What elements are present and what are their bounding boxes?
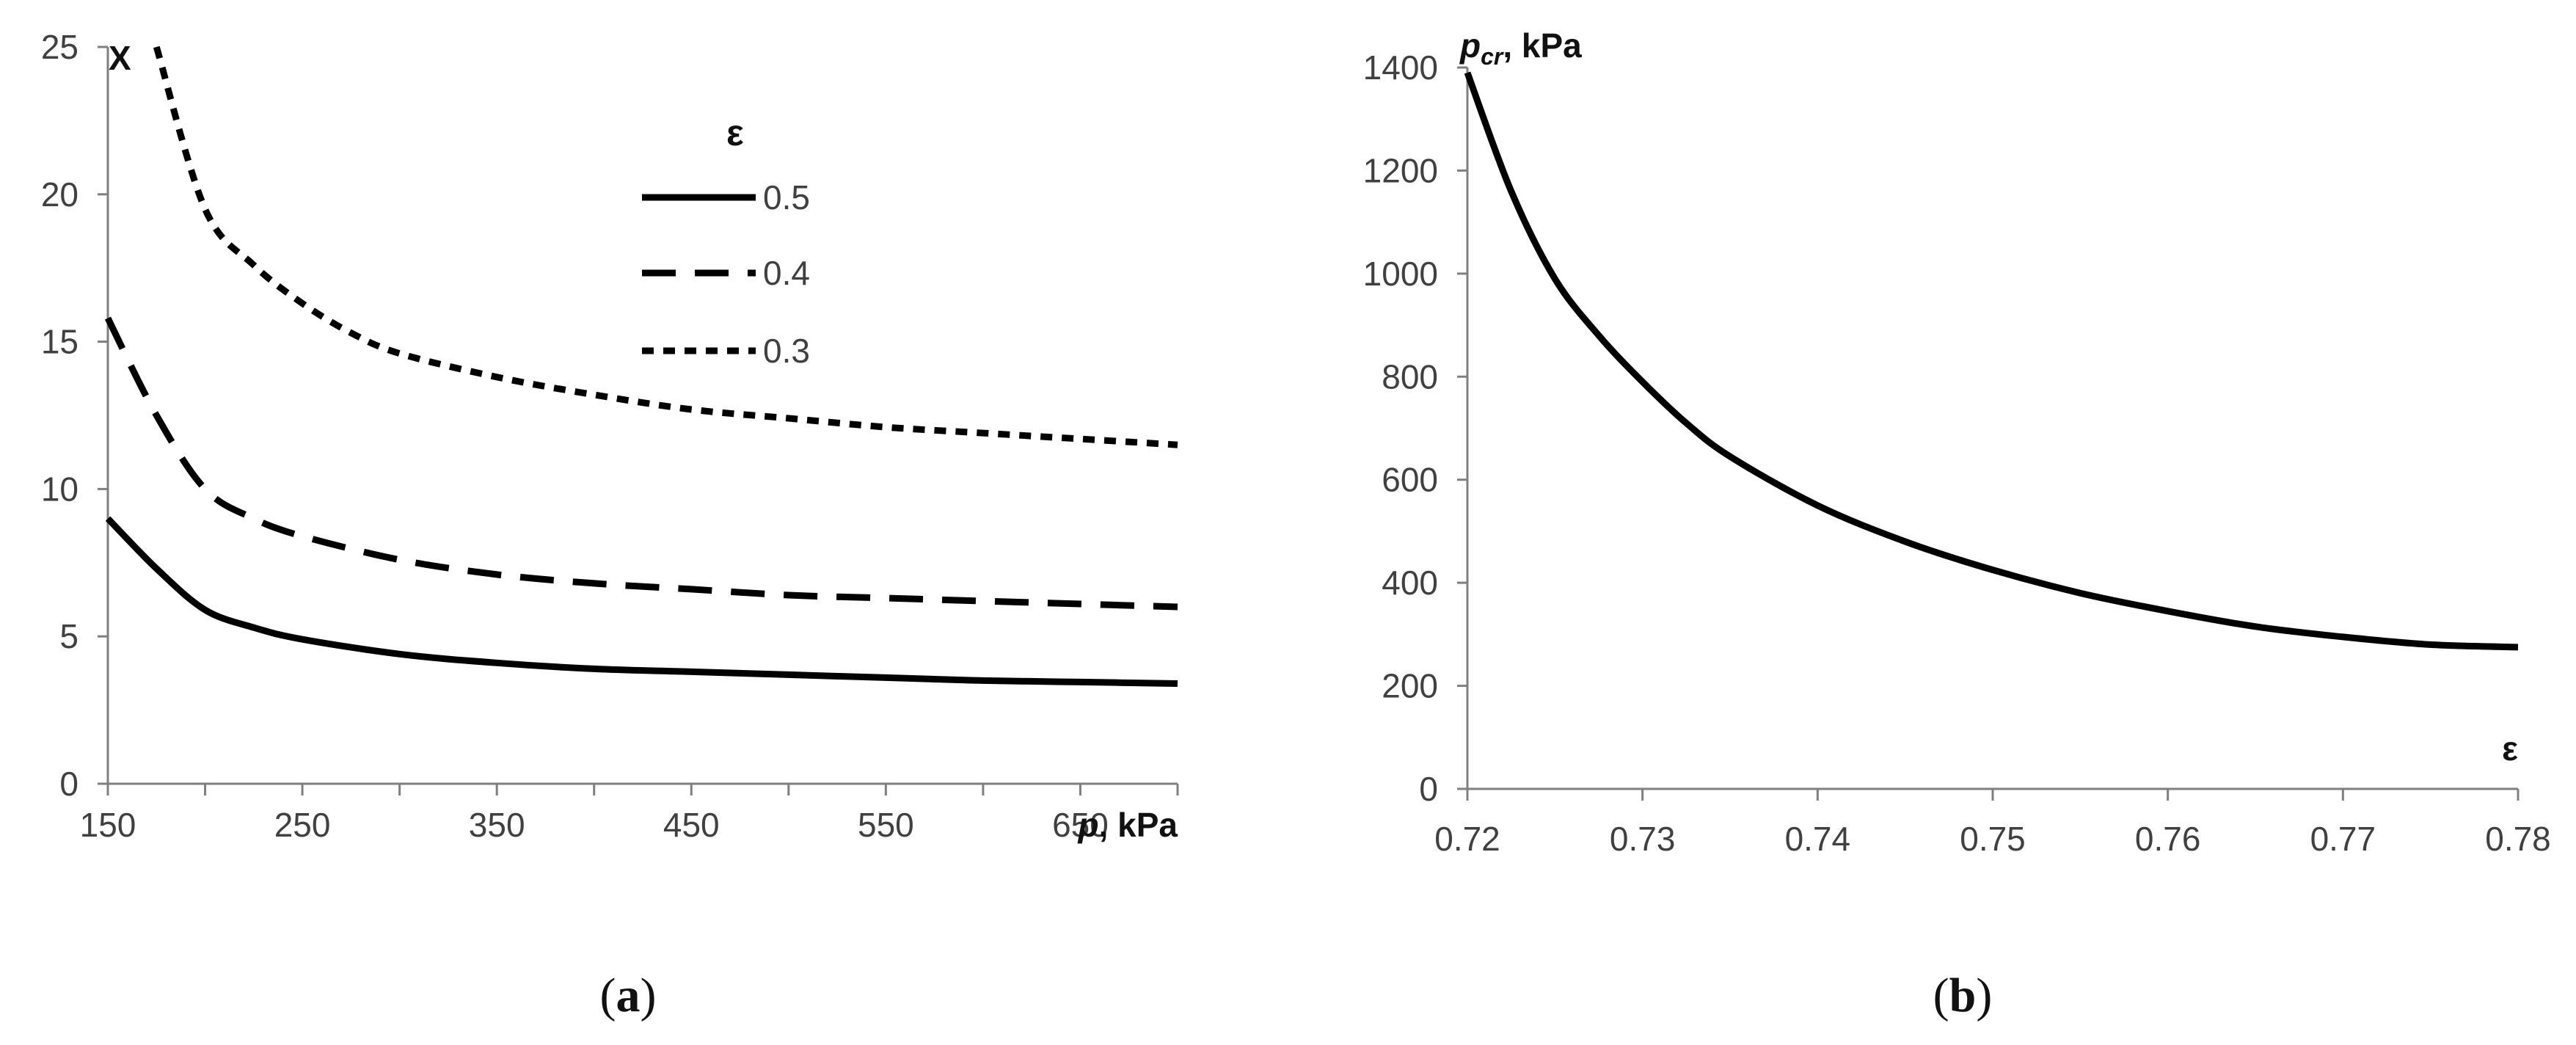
y-tick-label: 1400: [1363, 48, 1438, 87]
x-tick-label: 0.77: [2310, 820, 2376, 858]
y-axis-label-variable: p: [1459, 26, 1481, 65]
x-tick-label: 0.72: [1434, 820, 1500, 858]
y-tick-label: 5: [59, 617, 79, 655]
panel-label-b: (b): [1933, 969, 1993, 1022]
x-tick-label: 350: [469, 806, 525, 844]
y-tick-label: 200: [1382, 667, 1438, 705]
x-tick-label: 0.73: [1610, 820, 1676, 858]
x-axis-label: p, kPa: [1076, 806, 1178, 844]
x-axis-label-variable: p: [1076, 806, 1098, 844]
legend-entry-label: 0.3: [763, 332, 810, 370]
panel-label-close: ): [1976, 969, 1992, 1022]
panel-label-close: ): [641, 969, 657, 1022]
panel-label-letter: a: [616, 969, 641, 1022]
y-tick-label: 600: [1382, 461, 1438, 499]
panel-label-open: (: [1933, 969, 1949, 1022]
legend-entry-label: 0.5: [763, 178, 810, 216]
y-axis-label-subscript: cr: [1481, 43, 1504, 70]
x-tick-label: 0.78: [2485, 820, 2551, 858]
y-tick-label: 0: [59, 765, 79, 803]
panel-label-letter: b: [1949, 969, 1977, 1022]
x-tick-label: 0.74: [1785, 820, 1851, 858]
y-tick-label: 10: [41, 470, 79, 508]
y-axis-label: pcr, kPa: [1459, 26, 1582, 70]
panel-label-open: (: [600, 969, 616, 1022]
chart-panel-b: 0 200 400 600 800 1000 1200 1400 0.72 0.73 0.74 0.7…: [1363, 26, 2551, 1022]
legend-title: ε: [726, 112, 744, 153]
panel-label-a: (a): [600, 969, 657, 1022]
y-tick-label: 15: [41, 323, 79, 361]
x-tick-label: 150: [80, 806, 136, 844]
legend-entry-label: 0.4: [763, 254, 810, 292]
series-line-0.5: [105, 516, 1178, 687]
x-axis-label: ε: [2502, 729, 2518, 768]
x-tick-label: 0.75: [1960, 820, 2026, 858]
y-axis-label: X: [109, 39, 131, 77]
y-tick-label: 20: [41, 175, 79, 214]
series-line-0.3: [153, 45, 1178, 448]
series-line-0: [1464, 71, 2519, 651]
x-tick-label: 450: [663, 806, 720, 844]
y-tick-label: 25: [41, 28, 79, 66]
x-tick-label: 250: [274, 806, 331, 844]
y-axis-label-unit: , kPa: [1503, 26, 1582, 65]
y-tick-label: 800: [1382, 357, 1438, 396]
y-tick-label: 400: [1382, 564, 1438, 602]
y-tick-label: 1000: [1363, 255, 1438, 293]
x-tick-label: 650: [1052, 806, 1109, 844]
series-line-0.4: [104, 316, 1178, 611]
y-tick-label: 1200: [1363, 151, 1438, 189]
x-axis-label-unit: , kPa: [1099, 806, 1178, 844]
x-tick-label: 0.76: [2135, 820, 2201, 858]
y-tick-label: 0: [1419, 770, 1438, 808]
x-tick-label: 550: [858, 806, 914, 844]
